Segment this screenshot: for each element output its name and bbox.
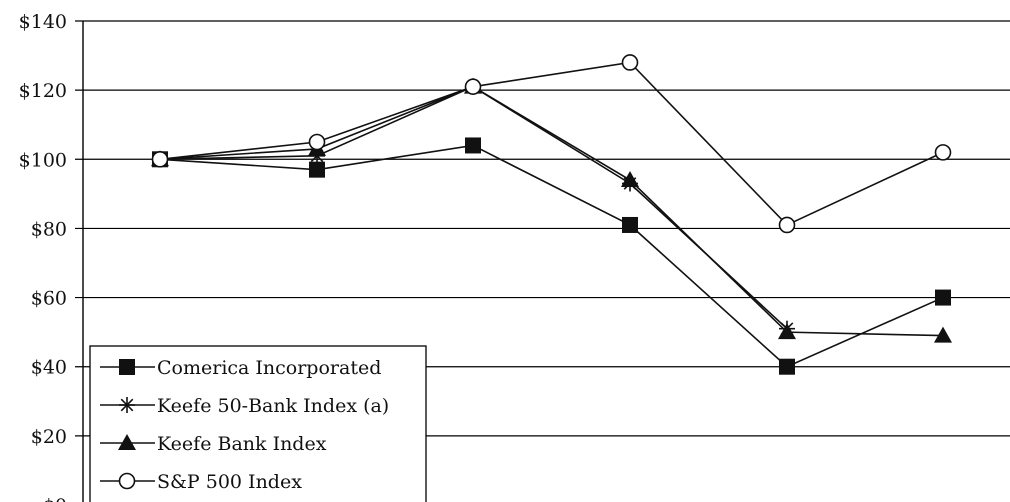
data-point-circle (308, 133, 326, 151)
legend-label: S&P 500 Index (157, 471, 302, 493)
legend-item: Comerica Incorporated (100, 357, 381, 379)
legend-label: Keefe 50-Bank Index (a) (157, 395, 389, 417)
series-line (159, 85, 788, 330)
data-point-square (935, 289, 951, 306)
data-point-circle (778, 216, 796, 234)
y-tick-label: $60 (31, 288, 67, 310)
y-tick-label: $100 (19, 149, 67, 171)
series-3 (151, 54, 952, 234)
data-point-square (119, 359, 135, 375)
series-line (159, 144, 944, 368)
series-group (151, 54, 952, 375)
series-line (159, 61, 944, 226)
legend-item: Keefe 50-Bank Index (a) (100, 395, 389, 417)
data-point-triangle (621, 171, 639, 188)
data-point-circle (464, 78, 482, 95)
data-point-square (622, 216, 638, 233)
legend-item: S&P 500 Index (100, 471, 302, 493)
y-axis-tick-labels: $0 $20 $40 $60 $80 $100 $120 $140 (19, 11, 67, 502)
data-point-square (779, 358, 795, 375)
y-tick-label: $80 (31, 218, 67, 240)
legend-label: Keefe Bank Index (157, 433, 327, 455)
data-point-circle (118, 472, 136, 490)
data-point-square (309, 161, 325, 178)
y-tick-label: $140 (19, 11, 67, 33)
data-point-triangle (778, 323, 796, 340)
data-point-asterisk (119, 397, 135, 413)
legend-box (89, 345, 427, 502)
y-tick-label: $0 (43, 495, 67, 502)
data-point-circle (151, 150, 169, 168)
legend-label: Comerica Incorporated (157, 357, 381, 379)
series-line (159, 85, 944, 337)
y-tick-label: $40 (31, 357, 67, 379)
y-tick-label: $20 (31, 426, 67, 448)
series-0 (152, 137, 951, 375)
data-point-triangle (118, 434, 136, 450)
legend-item: Keefe Bank Index (100, 433, 327, 455)
data-point-square (465, 137, 481, 154)
data-point-circle (621, 54, 639, 71)
data-point-circle (934, 144, 952, 161)
legend: Comerica Incorporated Keefe 50-Bank Index… (89, 345, 427, 502)
data-point-triangle (934, 326, 952, 343)
series-2 (151, 77, 952, 343)
y-tick-label: $120 (19, 80, 67, 102)
